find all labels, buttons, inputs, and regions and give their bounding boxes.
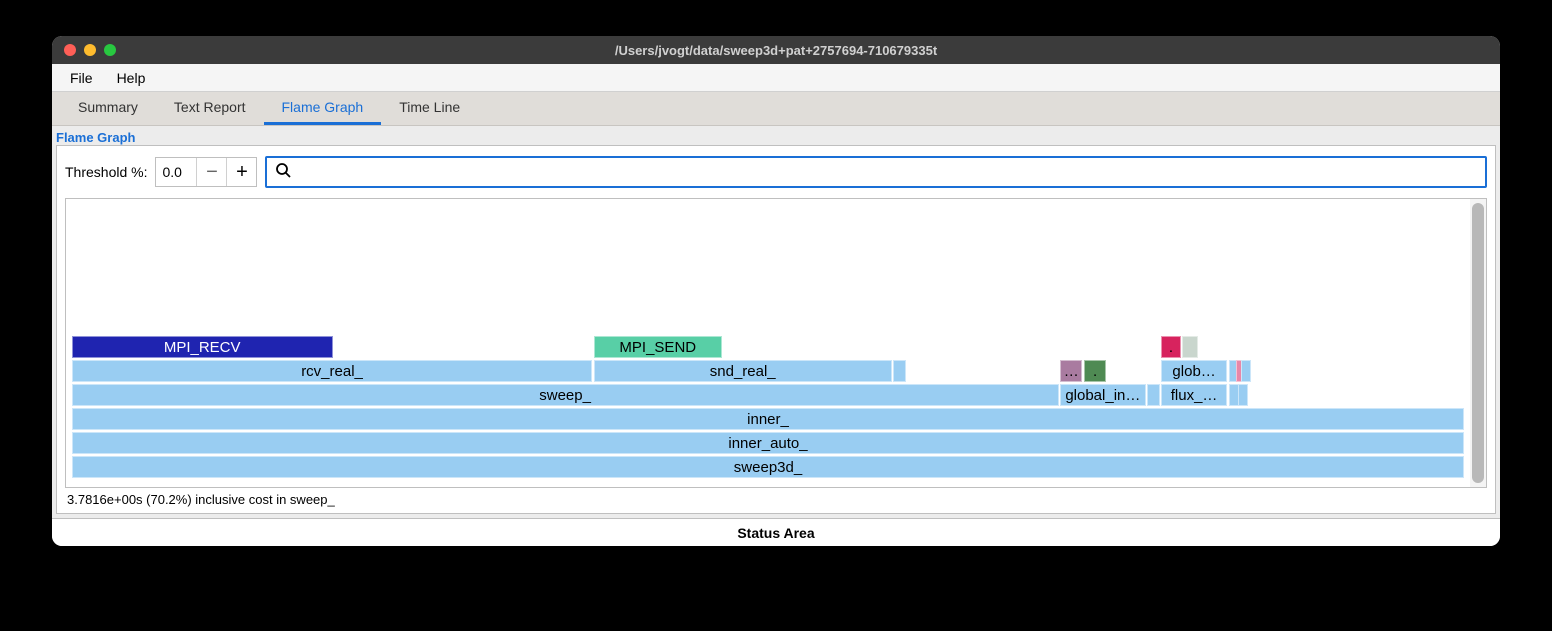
menubar: File Help — [52, 64, 1500, 92]
tab-flame-graph[interactable]: Flame Graph — [264, 92, 382, 125]
maximize-icon[interactable] — [104, 44, 116, 56]
tab-summary[interactable]: Summary — [60, 92, 156, 125]
flame-graph-canvas: MPI_RECVMPI_SEND.rcv_real_snd_real_….glo… — [65, 198, 1487, 488]
flame-box[interactable]: . — [1084, 360, 1106, 382]
close-icon[interactable] — [64, 44, 76, 56]
window-title: /Users/jvogt/data/sweep3d+pat+2757694-71… — [52, 43, 1500, 58]
app-window: /Users/jvogt/data/sweep3d+pat+2757694-71… — [52, 36, 1500, 546]
flame-box[interactable]: inner_auto_ — [72, 432, 1465, 454]
hover-status-text: 3.7816e+00s (70.2%) inclusive cost in sw… — [65, 488, 1487, 509]
scrollbar-vertical[interactable] — [1470, 199, 1486, 487]
menu-file[interactable]: File — [60, 66, 103, 90]
flame-row: MPI_RECV MPI_SEND. — [66, 335, 1470, 359]
flame-box[interactable] — [893, 360, 906, 382]
flame-row: inner_auto_ — [66, 431, 1470, 455]
flame-row: inner_ — [66, 407, 1470, 431]
flame-box[interactable]: MPI_SEND — [594, 336, 722, 358]
threshold-label: Threshold %: — [65, 164, 147, 180]
titlebar: /Users/jvogt/data/sweep3d+pat+2757694-71… — [52, 36, 1500, 64]
tab-time-line[interactable]: Time Line — [381, 92, 478, 125]
flame-box[interactable]: … — [1060, 360, 1082, 382]
threshold-input[interactable] — [156, 164, 196, 180]
flame-box[interactable]: snd_real_ — [594, 360, 892, 382]
flame-box[interactable]: . — [1161, 336, 1181, 358]
flame-box[interactable]: inner_ — [72, 408, 1465, 430]
flame-box[interactable]: glob… — [1161, 360, 1227, 382]
traffic-lights — [52, 44, 116, 56]
flame-graph-panel: Threshold %: − + MPI_RECVMPI_SEND.rcv_re… — [56, 145, 1496, 514]
controls-row: Threshold %: − + — [65, 156, 1487, 188]
flame-box[interactable] — [1238, 384, 1248, 406]
flame-box[interactable] — [1147, 384, 1160, 406]
flame-row: sweep_global_in… flux_… — [66, 383, 1470, 407]
flame-box[interactable]: global_in… — [1060, 384, 1146, 406]
flame-box[interactable]: rcv_real_ — [72, 360, 593, 382]
flame-box[interactable] — [1182, 336, 1197, 358]
search-box — [265, 156, 1487, 188]
menu-help[interactable]: Help — [107, 66, 156, 90]
tabbar: Summary Text Report Flame Graph Time Lin… — [52, 92, 1500, 126]
flame-box[interactable]: sweep_ — [72, 384, 1059, 406]
status-area: Status Area — [52, 518, 1500, 546]
search-icon — [275, 162, 291, 183]
flame-box[interactable] — [1241, 360, 1251, 382]
scrollbar-thumb[interactable] — [1472, 203, 1484, 483]
flame-box[interactable] — [1229, 384, 1239, 406]
flame-box[interactable]: sweep3d_ — [72, 456, 1465, 478]
threshold-minus-button[interactable]: − — [196, 158, 226, 186]
search-input[interactable] — [297, 164, 1477, 180]
flame-box[interactable]: MPI_RECV — [72, 336, 333, 358]
threshold-plus-button[interactable]: + — [226, 158, 256, 186]
flame-row: sweep3d_ — [66, 455, 1470, 479]
minimize-icon[interactable] — [84, 44, 96, 56]
flame-box[interactable]: flux_… — [1161, 384, 1227, 406]
threshold-stepper: − + — [155, 157, 257, 187]
flame-row: rcv_real_snd_real_ …. glob… — [66, 359, 1470, 383]
section-label: Flame Graph — [52, 126, 1500, 145]
tab-text-report[interactable]: Text Report — [156, 92, 264, 125]
